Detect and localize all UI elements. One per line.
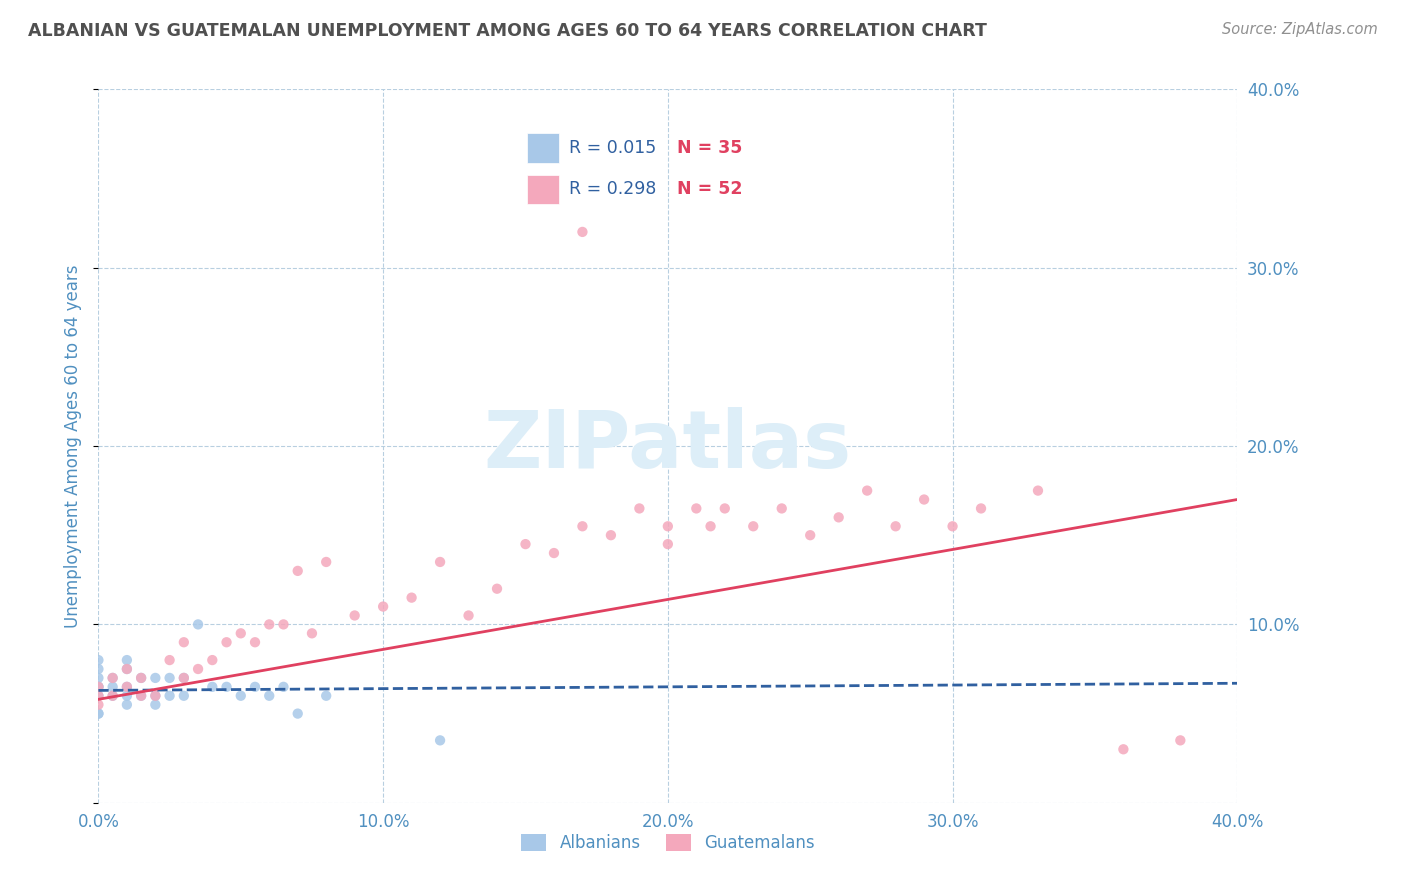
Point: [101, 689, 124, 703]
Point: [699, 519, 721, 533]
Y-axis label: Unemployment Among Ages 60 to 64 years: Unemployment Among Ages 60 to 64 years: [65, 264, 83, 628]
Text: N = 52: N = 52: [676, 180, 742, 198]
Point: [173, 671, 195, 685]
Point: [115, 680, 138, 694]
Legend: Albanians, Guatemalans: Albanians, Guatemalans: [515, 827, 821, 859]
Point: [273, 617, 295, 632]
Point: [429, 555, 451, 569]
Point: [87, 680, 110, 694]
Point: [87, 698, 110, 712]
Point: [571, 519, 593, 533]
Point: [343, 608, 366, 623]
Point: [243, 680, 266, 694]
Point: [856, 483, 879, 498]
Point: [486, 582, 509, 596]
Text: N = 35: N = 35: [676, 138, 742, 157]
Point: [115, 662, 138, 676]
Point: [942, 519, 965, 533]
Point: [173, 689, 195, 703]
Point: [129, 689, 152, 703]
Point: [287, 564, 309, 578]
Point: [187, 662, 209, 676]
Point: [273, 680, 295, 694]
Point: [101, 689, 124, 703]
Point: [799, 528, 821, 542]
Point: [101, 671, 124, 685]
Point: [87, 689, 110, 703]
Point: [515, 537, 537, 551]
Point: [628, 501, 651, 516]
Point: [201, 653, 224, 667]
Point: [215, 635, 238, 649]
Point: [884, 519, 907, 533]
Point: [145, 671, 167, 685]
Point: [685, 501, 707, 516]
Point: [1112, 742, 1135, 756]
Text: R = 0.015: R = 0.015: [569, 138, 657, 157]
Point: [373, 599, 395, 614]
Point: [970, 501, 993, 516]
Point: [145, 698, 167, 712]
FancyBboxPatch shape: [526, 133, 560, 162]
Point: [201, 680, 224, 694]
Point: [159, 671, 181, 685]
Point: [770, 501, 793, 516]
Point: [187, 617, 209, 632]
Point: [173, 635, 195, 649]
Point: [259, 689, 281, 703]
Point: [742, 519, 765, 533]
Point: [115, 680, 138, 694]
Point: [457, 608, 479, 623]
Point: [145, 689, 167, 703]
Text: R = 0.298: R = 0.298: [569, 180, 657, 198]
Point: [1170, 733, 1192, 747]
Point: [1026, 483, 1049, 498]
Point: [173, 671, 195, 685]
Point: [129, 671, 152, 685]
Point: [543, 546, 565, 560]
Point: [115, 653, 138, 667]
Point: [101, 671, 124, 685]
Point: [87, 671, 110, 685]
Point: [315, 689, 337, 703]
Point: [657, 537, 679, 551]
Point: [229, 626, 252, 640]
Point: [429, 733, 451, 747]
Text: ZIPatlas: ZIPatlas: [484, 407, 852, 485]
Point: [87, 689, 110, 703]
Point: [259, 617, 281, 632]
Point: [87, 706, 110, 721]
Point: [129, 671, 152, 685]
Point: [828, 510, 851, 524]
Point: [912, 492, 935, 507]
Point: [571, 225, 593, 239]
Point: [600, 528, 623, 542]
Point: [714, 501, 737, 516]
Point: [145, 689, 167, 703]
Point: [159, 689, 181, 703]
Text: Source: ZipAtlas.com: Source: ZipAtlas.com: [1222, 22, 1378, 37]
Point: [115, 689, 138, 703]
Point: [301, 626, 323, 640]
Point: [87, 662, 110, 676]
Point: [657, 519, 679, 533]
Point: [159, 653, 181, 667]
Point: [215, 680, 238, 694]
Point: [87, 680, 110, 694]
Point: [287, 706, 309, 721]
Point: [87, 680, 110, 694]
Text: ALBANIAN VS GUATEMALAN UNEMPLOYMENT AMONG AGES 60 TO 64 YEARS CORRELATION CHART: ALBANIAN VS GUATEMALAN UNEMPLOYMENT AMON…: [28, 22, 987, 40]
Point: [87, 706, 110, 721]
FancyBboxPatch shape: [526, 175, 560, 204]
Point: [401, 591, 423, 605]
Point: [115, 662, 138, 676]
Point: [129, 689, 152, 703]
Point: [229, 689, 252, 703]
Point: [115, 698, 138, 712]
Point: [87, 653, 110, 667]
Point: [315, 555, 337, 569]
Point: [101, 680, 124, 694]
Point: [243, 635, 266, 649]
